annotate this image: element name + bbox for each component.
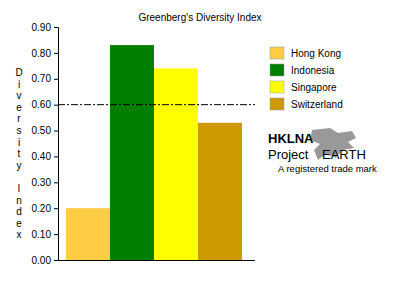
tick-label: 0.30: [32, 177, 52, 188]
bar: [198, 123, 242, 260]
legend-swatch: [270, 81, 284, 93]
reference-line: [58, 104, 255, 105]
reference-lines: [58, 104, 255, 105]
tick: 0.60: [32, 99, 58, 110]
legend-label: Singapore: [291, 82, 337, 93]
tick: 0.20: [32, 203, 58, 214]
tick: 0.50: [32, 125, 58, 136]
y-axis: 0.00 0.10 0.20 0.30 0.40 0.50 0.60 0.70 0.80 0.90: [32, 22, 59, 266]
tick: 0.80: [32, 48, 58, 59]
legend-swatch: [270, 98, 284, 110]
tick-mark: [54, 208, 58, 209]
bar: [66, 208, 110, 260]
tick-mark: [54, 182, 58, 183]
tick-mark: [54, 234, 58, 235]
tick-label: 0.10: [32, 229, 52, 240]
tick-label: 0.80: [32, 48, 52, 59]
legend-label: Indonesia: [291, 65, 335, 76]
y-axis-title: Diversity Index: [15, 67, 22, 240]
tick-label: 0.60: [32, 99, 52, 110]
annotation: EARTH: [322, 147, 366, 162]
legend: Hong Kong Indonesia Singapore Switzerland: [270, 47, 343, 110]
bar: [154, 68, 198, 260]
tick-label: 0.20: [32, 203, 52, 214]
tick-mark: [54, 27, 58, 28]
tick: 0.10: [32, 229, 58, 240]
annotation: Project: [268, 147, 309, 162]
tick-mark: [54, 260, 58, 261]
y-axis-line: [54, 28, 59, 261]
legend-label: Hong Kong: [291, 48, 341, 59]
logo: HKLNAProject EARTHA registered trade mark: [268, 128, 377, 174]
bar: [110, 45, 154, 260]
legend-label: Switzerland: [291, 99, 343, 110]
annotation: A registered trade mark: [278, 163, 377, 174]
tick-label: 0.00: [32, 255, 52, 266]
title: Greenberg's Diversity Index: [138, 12, 261, 23]
tick-mark: [54, 156, 58, 157]
chart: Greenberg's Diversity Index Diversity Ind…: [0, 0, 402, 282]
tick-label: 0.90: [32, 22, 52, 33]
annotation: HKLNA: [268, 131, 314, 146]
x-axis-line: [58, 260, 255, 261]
tick-mark: [54, 131, 58, 132]
tick: 0.90: [32, 22, 58, 33]
tick-mark: [54, 79, 58, 80]
tick-mark: [54, 53, 58, 54]
tick-label: 0.70: [32, 73, 52, 84]
tick-label: 0.50: [32, 125, 52, 136]
tick: 0.40: [32, 151, 58, 162]
tick: 0.70: [32, 73, 58, 84]
bars: [66, 45, 242, 260]
tick: 0.30: [32, 177, 58, 188]
legend-swatch: [270, 47, 284, 59]
tick-label: 0.40: [32, 151, 52, 162]
tick-mark: [54, 105, 58, 106]
legend-swatch: [270, 64, 284, 76]
tick: 0.00: [32, 255, 58, 266]
